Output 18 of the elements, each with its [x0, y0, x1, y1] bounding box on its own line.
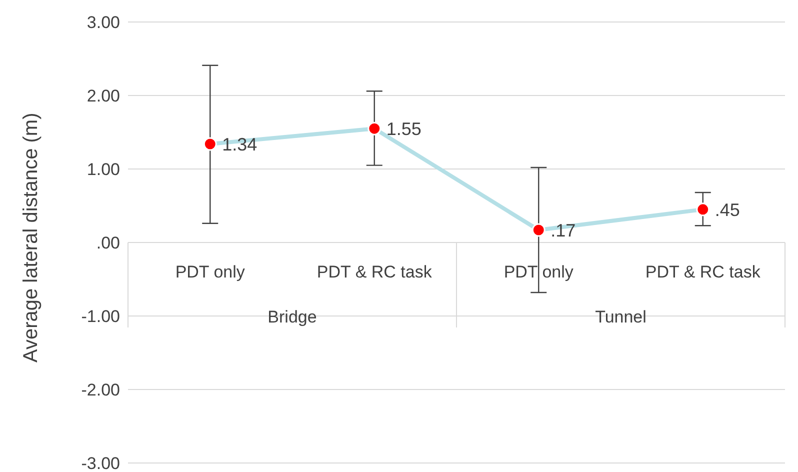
data-label: 1.34 [222, 134, 258, 154]
x-tick-label: PDT only [175, 262, 246, 282]
annotation: Tunnel [595, 308, 646, 326]
y-tick-label: 2.00 [86, 86, 120, 106]
y-tick-label: .00 [96, 234, 120, 253]
y-tick-label: -1.00 [81, 307, 120, 326]
data-label: 1.55 [386, 118, 422, 139]
y-tick-label: 1.00 [86, 160, 120, 180]
data-label: .45 [714, 200, 740, 220]
annotation: Bridge [268, 308, 317, 326]
y-tick-label: -2.00 [81, 380, 120, 400]
x-tick-label: PDT only [504, 262, 574, 282]
data-label: .17 [550, 220, 576, 240]
y-tick-label: -3.00 [81, 454, 120, 472]
x-tick-label: PDT & RC task [316, 262, 432, 282]
y-tick-label: 3.00 [86, 13, 120, 32]
y-axis-title: Average lateral distance (m) [20, 112, 42, 362]
x-tick-label: PDT & RC task [645, 262, 761, 282]
